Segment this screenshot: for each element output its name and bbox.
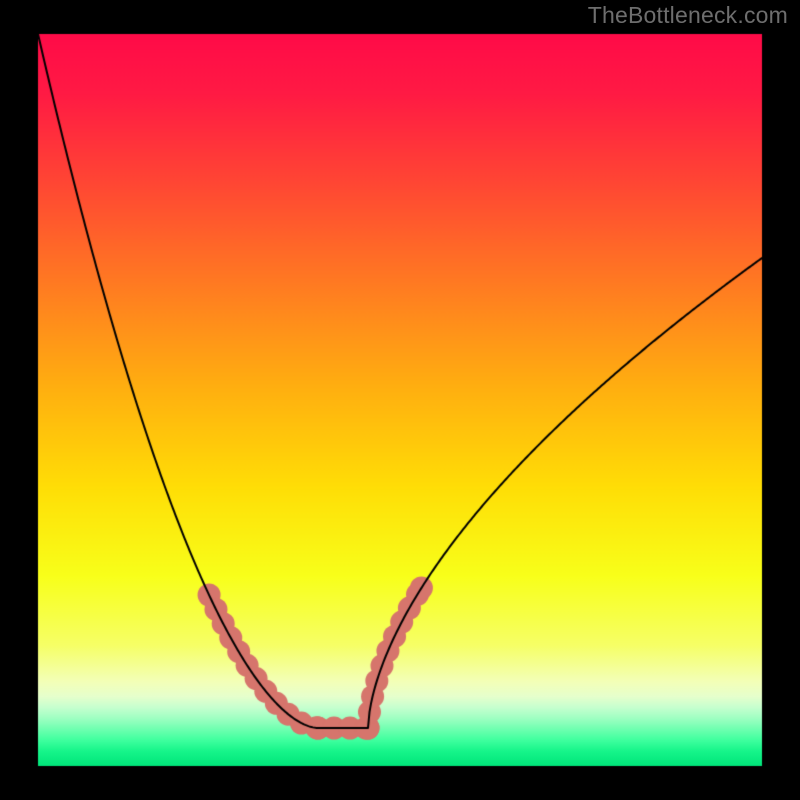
watermark-text: TheBottleneck.com bbox=[588, 2, 788, 29]
bottleneck-chart-canvas bbox=[0, 0, 800, 800]
chart-stage: TheBottleneck.com bbox=[0, 0, 800, 800]
